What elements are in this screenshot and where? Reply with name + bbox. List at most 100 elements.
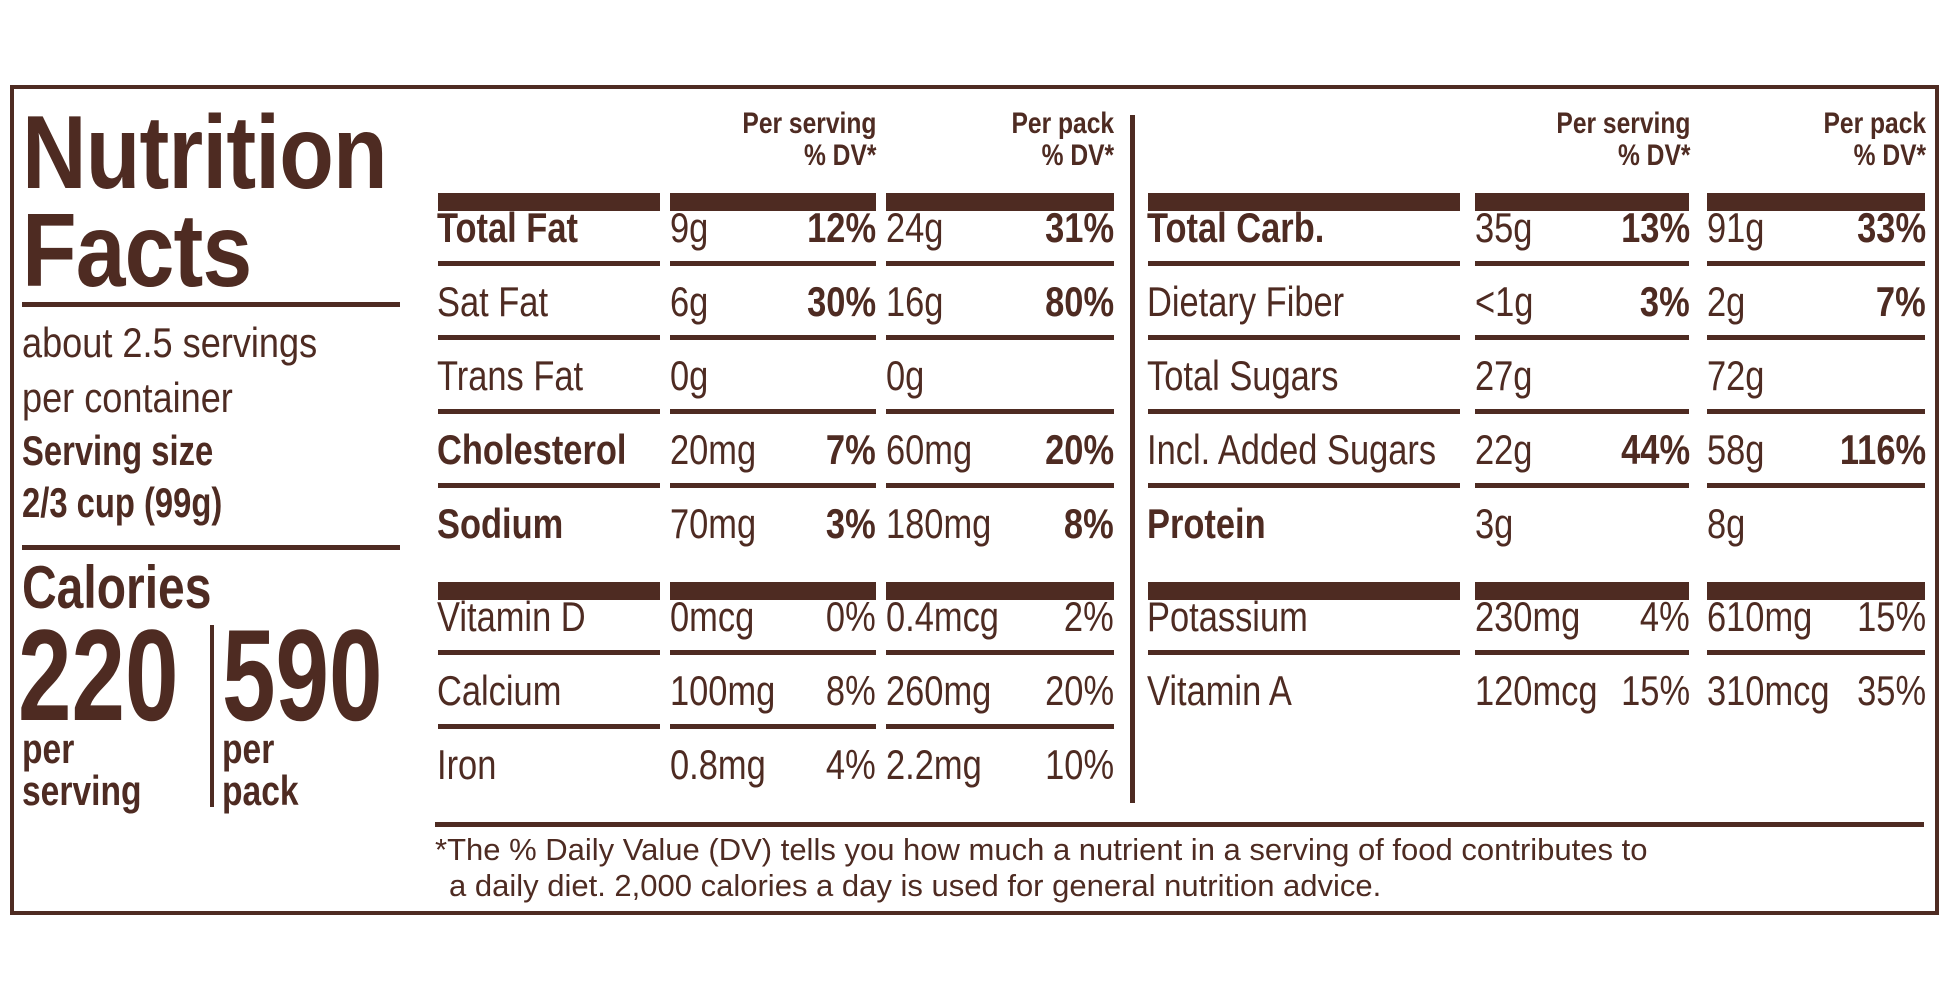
thin-rule [886, 335, 1114, 340]
serving-dv: 12% [807, 204, 876, 251]
serving-amount: 3g [1475, 500, 1514, 547]
nutrient-name: Total Sugars [1147, 352, 1339, 399]
thin-rule [1148, 335, 1460, 340]
header-right-per-serving: Per serving % DV* [1556, 108, 1690, 172]
serving-dv: 7% [826, 426, 876, 473]
nutrition-facts-panel [10, 85, 1939, 915]
thin-rule [1148, 409, 1460, 414]
pack-amount: 180mg [886, 500, 992, 547]
nutrient-name: Calcium [437, 667, 562, 714]
pack-dv: 33% [1857, 204, 1926, 251]
thin-rule [1707, 409, 1925, 414]
thick-rule [1475, 193, 1689, 211]
thin-rule [1148, 483, 1460, 488]
serving-amount: 6g [670, 278, 709, 325]
serving-amount: 100mg [670, 667, 776, 714]
pack-dv: 7% [1876, 278, 1926, 325]
serving-size: Serving size 2/3 cup (99g) [22, 425, 222, 529]
thin-rule [438, 650, 660, 655]
pack-amount: 91g [1707, 204, 1765, 251]
thin-rule [1475, 650, 1689, 655]
pack-amount: 0.4mcg [886, 593, 999, 640]
thin-rule [886, 409, 1114, 414]
pack-dv: 116% [1839, 426, 1926, 473]
serving-amount: 120mcg [1475, 667, 1598, 714]
header-text: % DV* [1617, 139, 1690, 172]
calories-serving-caption: per serving [22, 728, 142, 812]
thin-rule [670, 335, 876, 340]
nutrient-name: Iron [437, 741, 497, 788]
calories-pack-caption-2: pack [222, 767, 299, 814]
pack-dv: 8% [1064, 500, 1114, 547]
thin-rule [1475, 335, 1689, 340]
calories-per-pack: 590 [222, 602, 383, 748]
thin-rule [438, 483, 660, 488]
serving-amount: 0.8mg [670, 741, 766, 788]
calories-divider [210, 625, 214, 807]
nutrient-name: Vitamin A [1147, 667, 1292, 714]
pack-dv: 80% [1045, 278, 1114, 325]
pack-dv: 20% [1045, 667, 1114, 714]
title-divider [22, 302, 400, 307]
serving-amount: 22g [1475, 426, 1533, 473]
pack-amount: 8g [1707, 500, 1746, 547]
serving-dv: 0% [826, 593, 876, 640]
serving-amount: 27g [1475, 352, 1533, 399]
pack-dv: 10% [1045, 741, 1114, 788]
nutrient-name: Cholesterol [437, 426, 627, 473]
thick-rule [886, 582, 1114, 600]
pack-dv: 35% [1857, 667, 1926, 714]
calories-pack-caption: per pack [222, 728, 299, 812]
serving-dv: 30% [807, 278, 876, 325]
calories-serving-caption-1: per [22, 725, 75, 772]
thick-rule [1148, 582, 1460, 600]
thick-rule [1707, 193, 1925, 211]
serving-size-value: 2/3 cup (99g) [22, 479, 223, 526]
serving-size-label: Serving size [22, 427, 214, 474]
header-left-per-serving: Per serving % DV* [742, 108, 876, 172]
serving-dv: 4% [1640, 593, 1690, 640]
thin-rule [886, 261, 1114, 266]
thin-rule [886, 650, 1114, 655]
calories-per-serving: 220 [18, 602, 179, 748]
thin-rule [438, 409, 660, 414]
header-left-per-pack: Per pack % DV* [1011, 108, 1114, 172]
serving-amount: 0g [670, 352, 709, 399]
thick-rule [670, 193, 876, 211]
serving-dv: 13% [1621, 204, 1690, 251]
footnote-divider [435, 822, 1924, 827]
serving-amount: 35g [1475, 204, 1533, 251]
thin-rule [1707, 261, 1925, 266]
thin-rule [886, 724, 1114, 729]
servings-line1: about 2.5 servings [22, 319, 318, 366]
serving-dv: 44% [1621, 426, 1690, 473]
thick-rule [886, 193, 1114, 211]
thin-rule [438, 335, 660, 340]
thin-rule [1475, 483, 1689, 488]
thin-rule [438, 261, 660, 266]
nutrient-name: Sodium [437, 500, 564, 547]
pack-dv: 31% [1045, 204, 1114, 251]
pack-amount: 0g [886, 352, 925, 399]
nutrient-name: Trans Fat [437, 352, 584, 399]
thick-rule [1707, 582, 1925, 600]
footnote-line1: *The % Daily Value (DV) tells you how mu… [435, 832, 1648, 867]
header-text: % DV* [1853, 139, 1926, 172]
thin-rule [1707, 650, 1925, 655]
center-divider [1130, 115, 1135, 803]
header-right-per-pack: Per pack % DV* [1823, 108, 1926, 172]
serving-amount: 9g [670, 204, 709, 251]
pack-amount: 2.2mg [886, 741, 982, 788]
nutrient-name: Sat Fat [437, 278, 549, 325]
calories-serving-caption-2: serving [22, 767, 142, 814]
thick-rule [670, 582, 876, 600]
thick-rule [1148, 193, 1460, 211]
header-text: Per pack [1011, 107, 1114, 140]
title-facts: Facts [22, 193, 252, 309]
nutrient-name: Total Fat [437, 204, 578, 251]
thin-rule [1707, 335, 1925, 340]
pack-amount: 310mcg [1707, 667, 1830, 714]
pack-dv: 2% [1064, 593, 1114, 640]
thick-rule [438, 582, 660, 600]
thin-rule [1475, 261, 1689, 266]
